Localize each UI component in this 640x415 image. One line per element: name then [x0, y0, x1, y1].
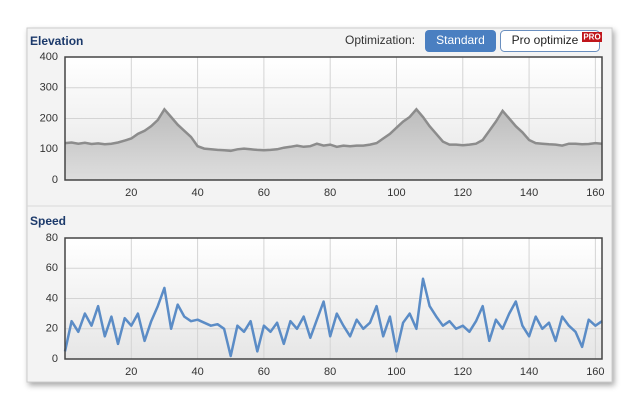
- y-tick-label: 400: [40, 51, 58, 63]
- pro-button-text[interactable]: Pro optimize: [512, 33, 579, 47]
- line: [64, 107, 603, 153]
- x-tick-label: 60: [258, 187, 270, 199]
- y-tick-label: 0: [52, 174, 58, 186]
- x-tick-label: 120: [454, 187, 472, 199]
- x-tick-label: 140: [520, 187, 538, 199]
- x-tick-label: 40: [191, 366, 203, 378]
- x-tick-label: 40: [191, 187, 203, 199]
- y-tick-label: 60: [46, 262, 58, 274]
- x-tick-label: 160: [586, 187, 604, 199]
- optimization-label: Optimization:: [345, 33, 415, 47]
- pro-badge-text: PRO: [583, 33, 600, 42]
- area: [65, 109, 602, 180]
- plot-border: [64, 237, 603, 360]
- y-tick-label: 20: [46, 323, 58, 335]
- pro-badge: [582, 32, 602, 42]
- x-tick-label: 100: [387, 366, 405, 378]
- chart-title: Elevation: [30, 34, 83, 48]
- chart-title: Speed: [30, 214, 66, 228]
- x-tick-label: 20: [125, 187, 137, 199]
- line: [63, 277, 603, 358]
- y-tick-label: 100: [40, 143, 58, 155]
- x-tick-label: 80: [324, 187, 336, 199]
- x-tick-label: 80: [324, 366, 336, 378]
- x-tick-label: 100: [387, 187, 405, 199]
- x-tick-label: 120: [454, 366, 472, 378]
- x-tick-label: 140: [520, 366, 538, 378]
- x-tick-label: 60: [258, 366, 270, 378]
- y-tick-label: 200: [40, 112, 58, 124]
- x-tick-label: 20: [125, 366, 137, 378]
- standard-button-text[interactable]: Standard: [436, 33, 485, 47]
- x-tick-label: 160: [586, 366, 604, 378]
- y-tick-label: 80: [46, 232, 58, 244]
- y-tick-label: 0: [52, 353, 58, 365]
- y-tick-label: 40: [46, 292, 58, 304]
- standard-button[interactable]: [425, 30, 496, 52]
- y-tick-label: 300: [40, 82, 58, 94]
- plot-border: [64, 56, 603, 181]
